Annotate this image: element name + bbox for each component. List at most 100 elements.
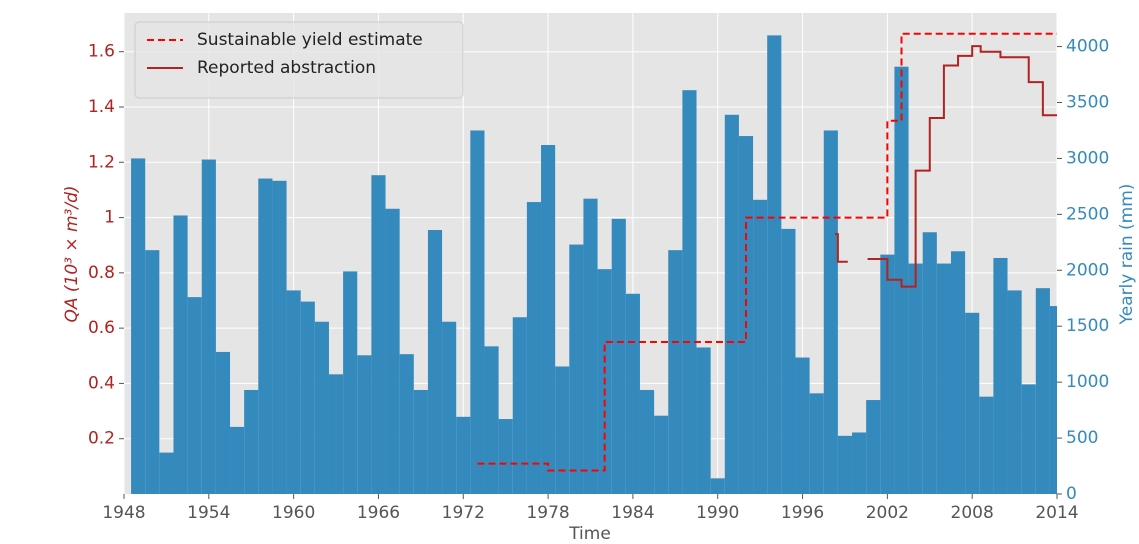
y-axis-label: QA (10³ × m³/d) bbox=[62, 185, 82, 322]
bar bbox=[908, 263, 923, 494]
x-tick-label: 2008 bbox=[951, 503, 994, 523]
bar bbox=[258, 178, 273, 494]
bar bbox=[442, 321, 457, 494]
x-tick-label: 1966 bbox=[357, 503, 400, 523]
bar bbox=[526, 202, 542, 494]
bar bbox=[498, 419, 513, 494]
bar bbox=[286, 290, 301, 494]
bar bbox=[1035, 288, 1050, 494]
bar bbox=[187, 297, 202, 494]
bar bbox=[1007, 290, 1022, 494]
legend: Sustainable yield estimate Reported abstr… bbox=[134, 21, 464, 99]
bar bbox=[512, 317, 527, 494]
bar bbox=[343, 271, 358, 494]
y-tick-label: 1.6 bbox=[88, 42, 115, 62]
x-tick-label: 1948 bbox=[102, 503, 145, 523]
bar bbox=[852, 432, 867, 494]
bar bbox=[611, 218, 626, 494]
bar bbox=[795, 357, 810, 494]
bar bbox=[866, 400, 881, 494]
bar bbox=[583, 198, 598, 494]
bar bbox=[823, 130, 838, 494]
bar bbox=[145, 250, 160, 494]
x-tick-label: 2014 bbox=[1035, 503, 1078, 523]
bar bbox=[569, 244, 584, 494]
bar bbox=[201, 159, 216, 494]
y2-tick-label: 4000 bbox=[1066, 37, 1109, 57]
bar bbox=[328, 374, 344, 494]
bar bbox=[244, 389, 259, 494]
bar bbox=[767, 35, 782, 494]
bar bbox=[837, 435, 853, 494]
y-tick-label: 1 bbox=[104, 208, 115, 228]
bar bbox=[1049, 306, 1057, 494]
bar bbox=[922, 232, 937, 494]
bar bbox=[781, 228, 796, 494]
bar bbox=[682, 90, 697, 494]
legend-label: Sustainable yield estimate bbox=[197, 30, 423, 50]
bar bbox=[724, 114, 739, 494]
y-tick-label: 0.6 bbox=[88, 318, 115, 338]
bar bbox=[470, 130, 485, 494]
y-tick-label: 0.8 bbox=[88, 263, 115, 283]
y2-tick-label: 2500 bbox=[1066, 204, 1109, 224]
bar bbox=[215, 351, 231, 494]
y2-tick-label: 3500 bbox=[1066, 92, 1109, 112]
y-tick-label: 0.4 bbox=[88, 373, 115, 393]
marks bbox=[131, 32, 1057, 494]
y2-axis-label: Yearly rain (mm) bbox=[1117, 184, 1137, 326]
bar bbox=[965, 312, 980, 494]
bar bbox=[314, 321, 329, 494]
bar bbox=[371, 175, 386, 494]
bar bbox=[639, 389, 655, 494]
step-line bbox=[477, 32, 1057, 472]
bar bbox=[555, 366, 570, 494]
bar bbox=[131, 158, 146, 494]
x-tick-label: 1996 bbox=[781, 503, 824, 523]
bar bbox=[979, 396, 994, 494]
x-tick-label: 1984 bbox=[611, 503, 654, 523]
y2-tick-label: 2000 bbox=[1066, 260, 1109, 280]
bar bbox=[399, 354, 414, 494]
bar bbox=[300, 301, 315, 494]
bar bbox=[272, 180, 287, 494]
y-tick-label: 1.4 bbox=[88, 97, 115, 117]
y2-tick-label: 0 bbox=[1066, 484, 1077, 504]
axes: 1948 1954 1960 1966 1972 1978 1984 1990 1996 2002… bbox=[88, 37, 1109, 523]
bar bbox=[710, 478, 725, 494]
y-tick-label: 0.2 bbox=[88, 429, 115, 449]
x-axis-label: Time bbox=[568, 524, 611, 544]
x-tick-label: 1954 bbox=[187, 503, 230, 523]
y2-tick-label: 500 bbox=[1066, 428, 1098, 448]
bar bbox=[654, 415, 669, 494]
bar bbox=[385, 208, 400, 494]
legend-box bbox=[134, 21, 464, 99]
x-tick-label: 1972 bbox=[442, 503, 485, 523]
bar bbox=[173, 215, 188, 494]
bar bbox=[427, 230, 443, 494]
bar bbox=[753, 199, 768, 494]
bar bbox=[413, 389, 428, 494]
bar bbox=[1021, 384, 1036, 494]
bar bbox=[950, 251, 966, 494]
y2-tick-label: 3000 bbox=[1066, 148, 1109, 168]
bar bbox=[625, 293, 640, 494]
x-tick-label: 1978 bbox=[526, 503, 569, 523]
bar bbox=[541, 144, 556, 494]
x-tick-label: 1990 bbox=[696, 503, 739, 523]
bar bbox=[809, 393, 824, 494]
bar bbox=[456, 416, 471, 494]
bar bbox=[159, 452, 174, 494]
bar bbox=[668, 250, 683, 494]
bar bbox=[936, 263, 951, 494]
x-tick-label: 1960 bbox=[272, 503, 315, 523]
y-tick-label: 1.2 bbox=[88, 152, 115, 172]
x-tick-label: 2002 bbox=[866, 503, 909, 523]
bar bbox=[230, 426, 245, 494]
bar bbox=[357, 355, 372, 494]
bar bbox=[696, 347, 711, 494]
bar bbox=[880, 254, 895, 494]
legend-label: Reported abstraction bbox=[197, 58, 376, 78]
y2-tick-label: 1500 bbox=[1066, 316, 1109, 336]
